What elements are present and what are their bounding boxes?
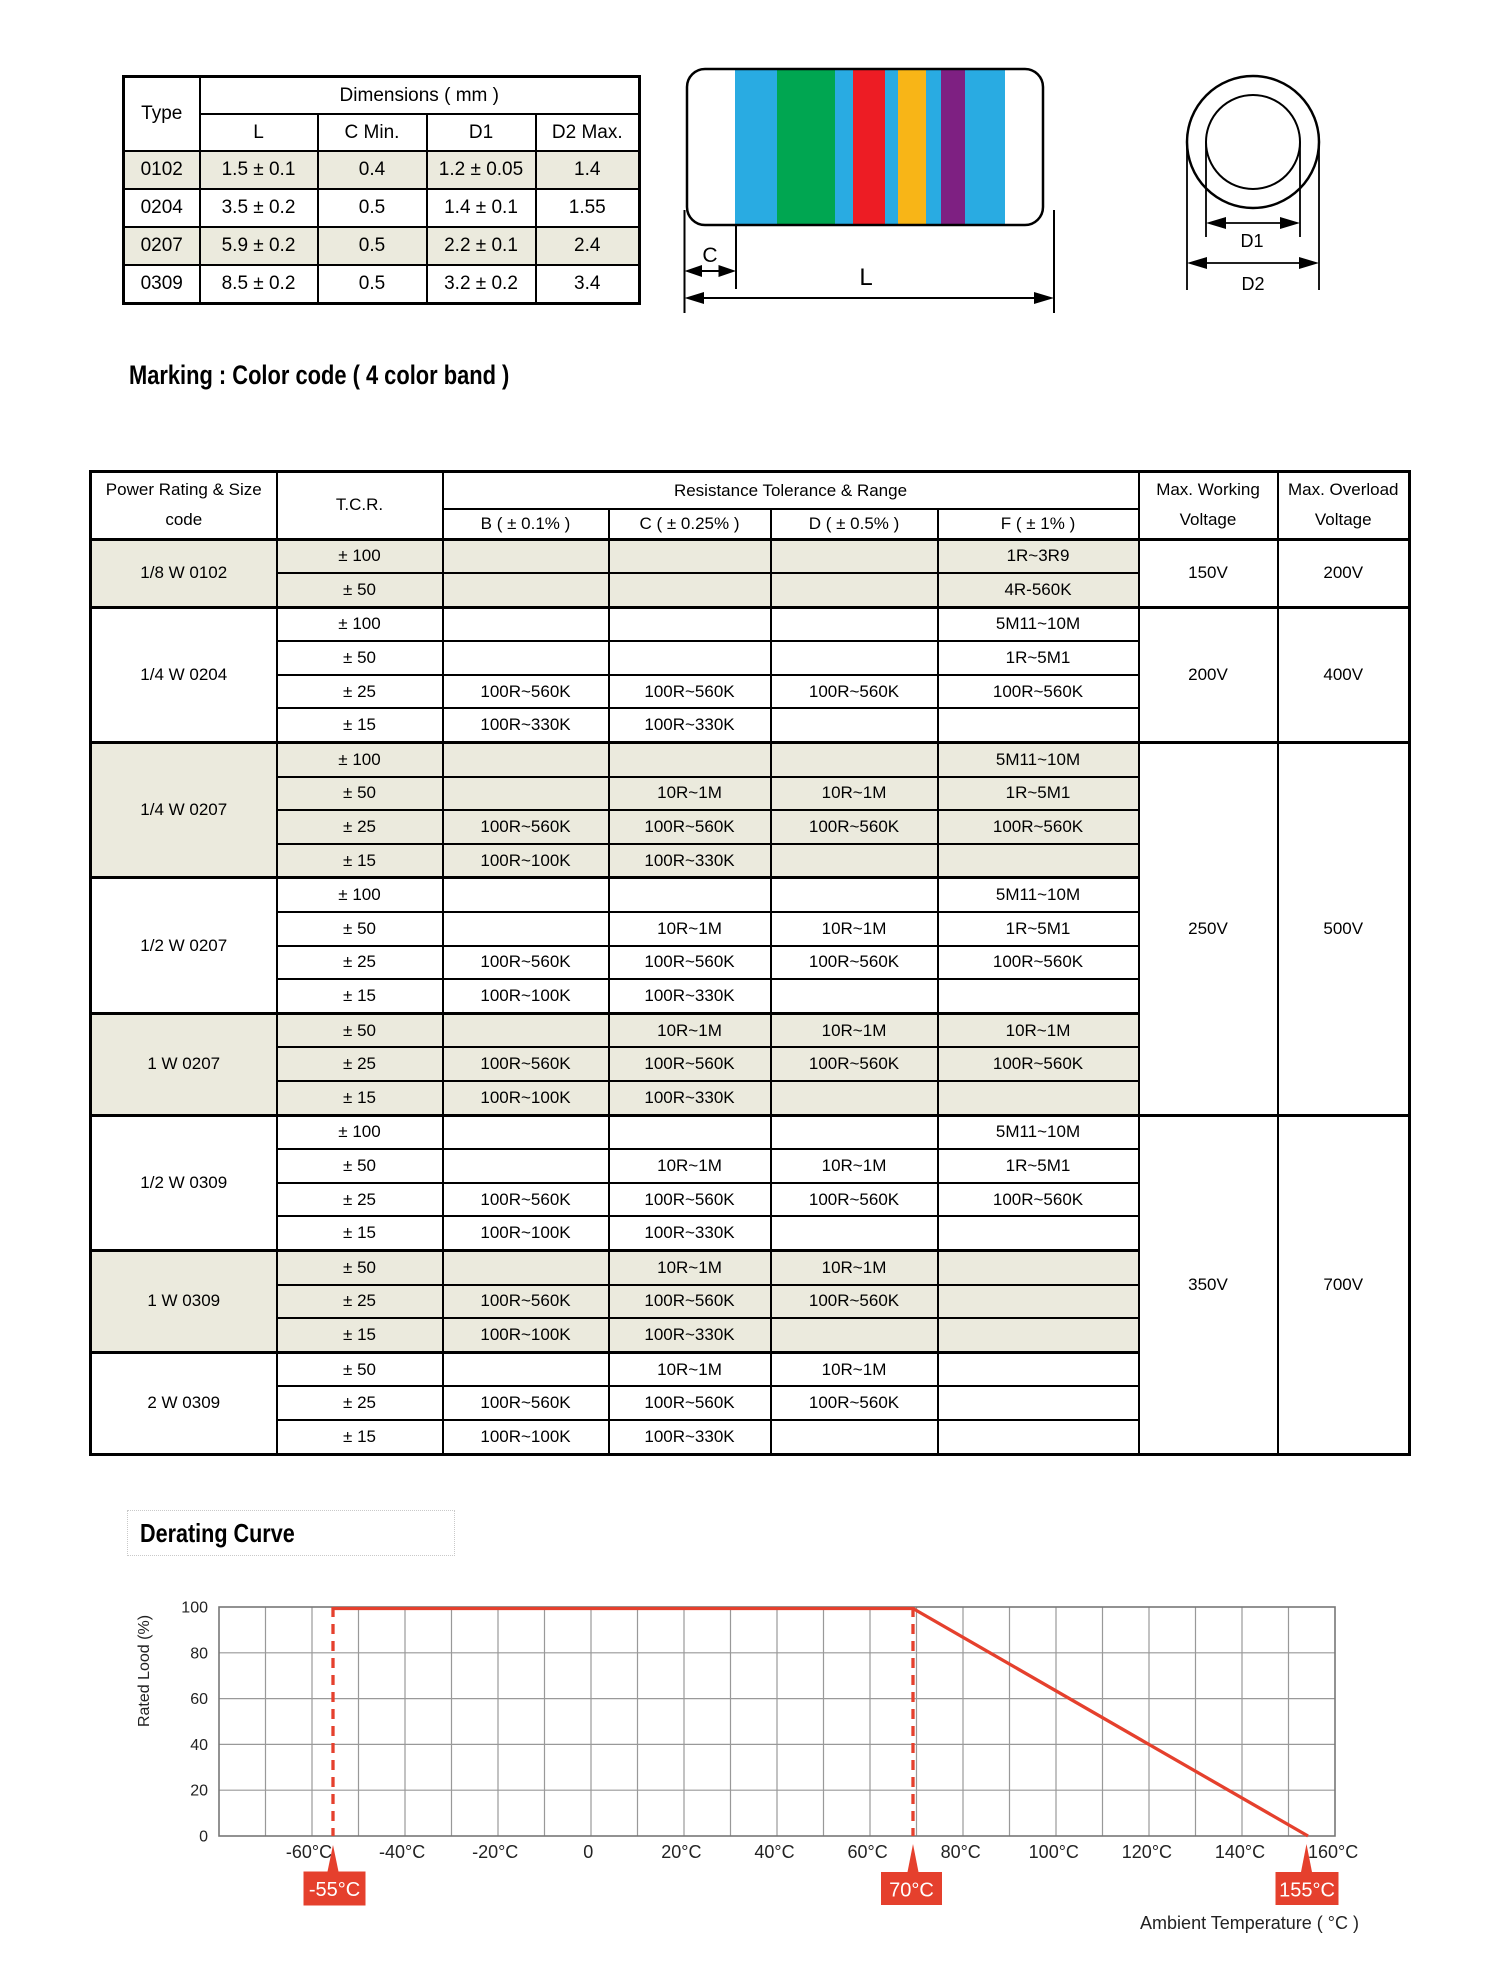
svg-text:0: 0	[583, 1842, 593, 1862]
svg-text:140°C: 140°C	[1215, 1842, 1265, 1862]
svg-text:D1: D1	[1240, 231, 1263, 251]
svg-text:80: 80	[190, 1645, 208, 1662]
svg-text:60: 60	[190, 1691, 208, 1708]
svg-text:-40°C: -40°C	[379, 1842, 425, 1862]
svg-text:80°C: 80°C	[941, 1842, 981, 1862]
svg-text:Ambient Temperature ( °C ): Ambient Temperature ( °C )	[1140, 1913, 1359, 1933]
svg-text:-55°C: -55°C	[309, 1879, 360, 1901]
svg-text:100: 100	[181, 1600, 208, 1617]
svg-text:0: 0	[199, 1829, 208, 1846]
svg-text:100°C: 100°C	[1029, 1842, 1079, 1862]
svg-text:40°C: 40°C	[754, 1842, 794, 1862]
svg-text:-20°C: -20°C	[472, 1842, 518, 1862]
svg-text:-60°C: -60°C	[286, 1842, 332, 1862]
svg-text:Rated Lood (%): Rated Lood (%)	[136, 1615, 153, 1727]
svg-text:120°C: 120°C	[1122, 1842, 1172, 1862]
svg-text:D2: D2	[1241, 274, 1264, 294]
svg-text:70°C: 70°C	[889, 1880, 934, 1902]
svg-text:60°C: 60°C	[847, 1842, 887, 1862]
svg-text:C: C	[702, 244, 717, 267]
svg-text:20: 20	[190, 1783, 208, 1800]
svg-text:155°C: 155°C	[1279, 1880, 1335, 1902]
svg-text:40: 40	[190, 1737, 208, 1754]
svg-text:L: L	[859, 264, 872, 291]
svg-text:20°C: 20°C	[661, 1842, 701, 1862]
svg-text:160°C: 160°C	[1308, 1842, 1358, 1862]
